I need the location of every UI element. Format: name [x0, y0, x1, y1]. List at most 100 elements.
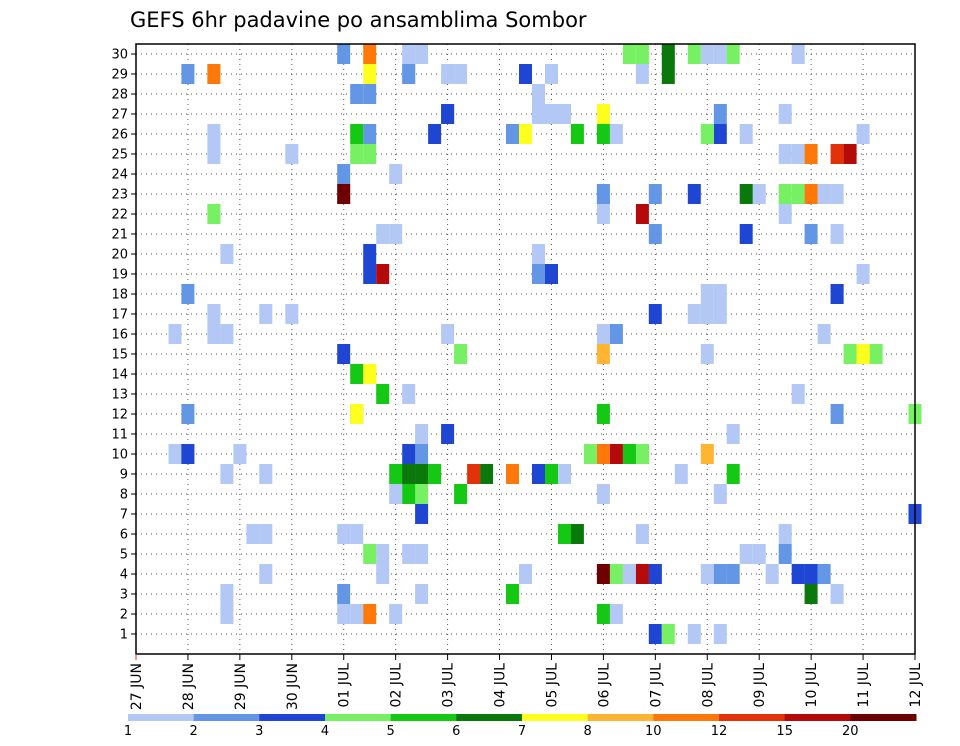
- legend-label: 4: [321, 724, 329, 739]
- x-tick-label: 10 JUL: [804, 663, 820, 708]
- data-cell: [804, 564, 818, 584]
- data-cell: [713, 624, 727, 644]
- data-cell: [791, 564, 805, 584]
- data-cell: [596, 564, 610, 584]
- y-tick-label: 23: [111, 188, 128, 203]
- data-cell: [778, 144, 792, 164]
- y-tick-label: 25: [111, 148, 128, 163]
- legend-label: 8: [584, 724, 592, 739]
- data-cell: [700, 284, 714, 304]
- data-cell: [350, 124, 364, 144]
- data-cell: [402, 484, 416, 504]
- data-cell: [856, 264, 870, 284]
- y-tick-label: 4: [120, 568, 128, 583]
- data-cell: [337, 344, 351, 364]
- data-cell: [428, 124, 442, 144]
- data-cell: [207, 204, 221, 224]
- data-cell: [726, 44, 740, 64]
- data-cell: [415, 464, 429, 484]
- data-cell: [519, 64, 532, 84]
- data-cell: [661, 64, 675, 84]
- data-cell: [545, 464, 558, 484]
- data-cell: [596, 604, 610, 624]
- data-cell: [545, 104, 558, 124]
- data-cell: [570, 524, 584, 544]
- y-tick-label: 15: [111, 348, 128, 363]
- data-cell: [363, 64, 377, 84]
- data-cells: [168, 44, 922, 644]
- y-tick-label: 10: [111, 448, 128, 463]
- data-cell: [596, 104, 610, 124]
- x-tick-label: 05 JUL: [545, 663, 561, 708]
- data-cell: [207, 304, 221, 324]
- data-cell: [350, 404, 364, 424]
- data-cell: [609, 324, 623, 344]
- data-cell: [428, 464, 442, 484]
- data-cell: [778, 544, 792, 564]
- data-cell: [363, 84, 377, 104]
- y-tick-label: 27: [111, 108, 128, 123]
- data-cell: [700, 44, 714, 64]
- data-cell: [687, 304, 701, 324]
- data-cell: [713, 44, 727, 64]
- x-tick-label: 28 JUN: [181, 663, 197, 710]
- data-cell: [480, 464, 494, 484]
- data-cell: [363, 264, 377, 284]
- legend-label: 1: [124, 724, 132, 739]
- data-cell: [856, 124, 870, 144]
- data-cell: [843, 144, 857, 164]
- data-cell: [856, 344, 870, 364]
- data-cell: [752, 184, 766, 204]
- data-cell: [337, 604, 351, 624]
- data-cell: [402, 44, 416, 64]
- y-tick-label: 30: [111, 48, 128, 63]
- y-tick-label: 13: [111, 388, 128, 403]
- data-cell: [687, 44, 701, 64]
- data-cell: [181, 404, 195, 424]
- legend-label: 2: [190, 724, 198, 739]
- data-cell: [389, 484, 403, 504]
- data-cell: [830, 224, 844, 244]
- data-cell: [220, 244, 234, 264]
- data-cell: [441, 64, 455, 84]
- data-cell: [402, 384, 416, 404]
- data-cell: [363, 44, 377, 64]
- data-cell: [596, 124, 610, 144]
- data-cell: [168, 324, 182, 344]
- y-axis: 1234567891011121314151617181920212223242…: [111, 48, 136, 643]
- data-cell: [622, 444, 636, 464]
- data-cell: [596, 484, 610, 504]
- y-tick-label: 19: [111, 268, 128, 283]
- y-tick-label: 26: [111, 128, 128, 143]
- legend-swatch: [128, 714, 195, 721]
- data-cell: [648, 184, 662, 204]
- data-cell: [791, 384, 805, 404]
- data-cell: [778, 104, 792, 124]
- y-tick-label: 22: [111, 208, 128, 223]
- data-cell: [415, 484, 429, 504]
- y-tick-label: 20: [111, 248, 128, 263]
- data-cell: [376, 544, 390, 564]
- data-cell: [350, 364, 364, 384]
- data-cell: [376, 564, 390, 584]
- chart-title: GEFS 6hr padavine po ansamblima Sombor: [130, 8, 587, 32]
- x-tick-label: 30 JUN: [285, 663, 301, 710]
- legend-label: 5: [387, 724, 395, 739]
- data-cell: [181, 284, 195, 304]
- data-cell: [415, 424, 429, 444]
- data-cell: [415, 444, 429, 464]
- data-cell: [220, 604, 234, 624]
- y-tick-label: 9: [120, 468, 128, 483]
- data-cell: [415, 504, 429, 524]
- data-cell: [791, 184, 805, 204]
- data-cell: [532, 104, 545, 124]
- data-cell: [635, 524, 649, 544]
- data-cell: [661, 44, 675, 64]
- legend-swatch: [456, 714, 523, 721]
- data-cell: [168, 444, 182, 464]
- data-cell: [739, 544, 753, 564]
- x-tick-label: 11 JUL: [856, 663, 872, 708]
- data-cell: [674, 464, 688, 484]
- data-cell: [804, 184, 818, 204]
- y-tick-label: 14: [111, 368, 128, 383]
